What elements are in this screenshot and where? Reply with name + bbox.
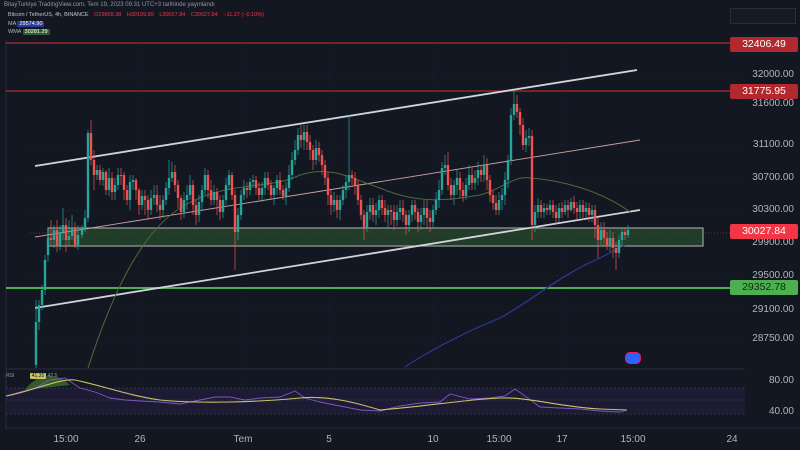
price-axis-label: 32000.00 — [752, 69, 794, 80]
wma-line — [87, 171, 631, 369]
legend-symbol-row: Bitcoin / TetherUS, 4h, BINANCE O29859.3… — [8, 12, 264, 18]
axis-settings-box[interactable] — [730, 8, 796, 24]
price-axis-label: 80.00 — [768, 375, 794, 386]
price-axis-label: 31600.00 — [752, 98, 794, 109]
change-value: −11.37 (−0.10%) — [223, 12, 264, 18]
price-axis-label: 28750.00 — [752, 333, 794, 344]
ma-value: 29574.90 — [17, 21, 45, 27]
price-tag-29352: 29352.78 — [730, 280, 798, 295]
legend-ma-row[interactable]: MA 29574.90 — [8, 21, 45, 27]
rsi-label: RSI — [6, 373, 15, 379]
ma-line — [404, 244, 626, 368]
time-axis-label: 26 — [134, 434, 146, 445]
price-tag-31775: 31775.95 — [730, 84, 798, 99]
channel-mid — [34, 139, 641, 238]
us-economic-event-icon[interactable] — [625, 352, 641, 364]
time-axis-label: 15:00 — [486, 434, 512, 445]
publish-caption: BitayTurkiye TradingView.com, Tem 19, 20… — [4, 2, 215, 8]
rsi-ma-line — [5, 379, 628, 411]
time-axis-label: 15:00 — [620, 434, 646, 445]
time-axis-label: Tem — [233, 434, 253, 445]
time-axis-label: 5 — [326, 434, 332, 445]
symbol-label[interactable]: Bitcoin / TetherUS, 4h, BINANCE — [8, 12, 89, 18]
time-axis-label: 17 — [556, 434, 568, 445]
time-axis-label: 10 — [427, 434, 439, 445]
price-axis-label: 40.00 — [768, 406, 794, 417]
price-axis-label: 31100.00 — [753, 139, 794, 150]
ma-label: MA — [8, 21, 16, 27]
rsi-value: 41.35 — [29, 373, 47, 379]
price-tag-32406: 32406.49 — [730, 37, 798, 52]
channel-lower — [34, 209, 641, 309]
price-tag-current: 30027.84 — [730, 224, 798, 239]
channel-upper — [34, 69, 638, 167]
time-axis-label: 24 — [726, 434, 738, 445]
price-axis-label: 29100.00 — [752, 304, 794, 315]
price-axis-label: 30700.00 — [752, 172, 794, 183]
wma-value: 30281.29 — [22, 29, 50, 35]
close-value: C30027.84 — [190, 12, 218, 18]
rsi-legend[interactable]: RSI 41.35 42.5 — [6, 373, 57, 379]
price-axis-label: 29900.00 — [752, 237, 794, 248]
open-value: O29859.38 — [94, 12, 122, 18]
price-axis-label: 29500.00 — [752, 270, 794, 281]
low-value: L30027.84 — [159, 12, 186, 18]
price-axis-label: 30300.00 — [752, 204, 794, 215]
high-value: H30199.89 — [126, 12, 154, 18]
wma-label: WMA — [8, 29, 22, 35]
time-axis-label: 15:00 — [53, 434, 79, 445]
legend-wma-row[interactable]: WMA 30281.29 — [8, 29, 50, 35]
rsi-value2: 42.5 — [47, 373, 58, 379]
